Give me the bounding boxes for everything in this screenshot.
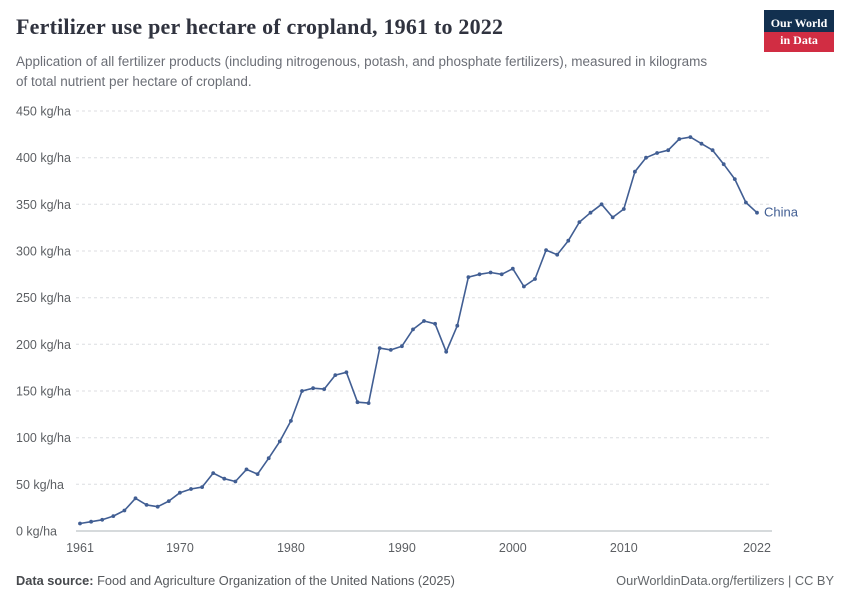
data-point: [633, 169, 637, 174]
data-point: [244, 467, 249, 472]
data-point: [289, 419, 293, 423]
chart-subtitle: Application of all fertilizer products (…: [16, 54, 708, 89]
data-point: [610, 215, 615, 220]
y-tick-label: 200 kg/ha: [16, 338, 71, 352]
data-point: [599, 202, 604, 207]
y-tick-label: 300 kg/ha: [16, 245, 71, 259]
data-point: [666, 148, 671, 153]
series-line-china: [79, 136, 758, 525]
data-point: [566, 238, 571, 243]
x-tick-label: 1970: [166, 541, 194, 555]
data-point: [577, 220, 582, 225]
data-point: [355, 400, 360, 405]
data-point: [178, 490, 182, 495]
data-point: [488, 270, 493, 275]
data-point: [688, 135, 693, 139]
data-point: [499, 272, 504, 277]
data-point: [311, 386, 315, 391]
chart-footer: Data source: Food and Agriculture Organi…: [16, 573, 834, 588]
data-point: [522, 284, 526, 289]
data-point: [155, 504, 160, 509]
y-tick-label: 50 kg/ha: [16, 478, 64, 492]
data-point: [644, 155, 648, 160]
x-tick-label: 1961: [66, 541, 94, 555]
x-tick-label: 1990: [388, 541, 416, 555]
data-point: [200, 485, 205, 489]
y-tick-label: 350 kg/ha: [16, 198, 71, 212]
data-point: [433, 321, 437, 326]
y-tick-label: 150 kg/ha: [16, 385, 71, 399]
data-point: [721, 162, 726, 167]
data-point: [755, 210, 759, 215]
data-point: [277, 439, 282, 444]
data-point: [222, 476, 227, 481]
data-point: [322, 387, 327, 391]
data-point: [233, 479, 238, 484]
data-point: [133, 496, 138, 501]
x-tick-label: 2000: [499, 541, 527, 555]
data-point: [411, 327, 415, 332]
y-tick-label: 100 kg/ha: [16, 431, 71, 445]
data-point: [400, 344, 404, 349]
owid-logo-line2: in Data: [764, 32, 834, 52]
data-point: [211, 471, 216, 475]
data-point: [588, 210, 593, 215]
data-point: [266, 456, 271, 461]
data-point: [732, 177, 737, 181]
data-point: [300, 389, 304, 393]
series-label-china[interactable]: China: [764, 205, 799, 220]
data-point: [699, 141, 704, 146]
owid-logo[interactable]: Our World in Data: [764, 10, 834, 52]
data-point: [388, 348, 393, 352]
line-chart[interactable]: 0 kg/ha 50 kg/ha 100 kg/ha 150 kg/ha 200 kg/…: [0, 92, 850, 570]
data-point: [710, 148, 715, 153]
data-point: [333, 373, 338, 377]
data-point: [544, 248, 548, 253]
data-point: [111, 514, 116, 518]
data-point: [377, 346, 382, 350]
data-point: [344, 370, 349, 375]
data-point: [677, 137, 682, 141]
data-point: [122, 508, 127, 513]
data-point: [455, 323, 460, 328]
data-point: [100, 517, 105, 522]
y-tick-label: 250 kg/ha: [16, 291, 71, 305]
data-point: [510, 266, 515, 271]
data-point: [466, 275, 471, 279]
data-point: [744, 200, 748, 205]
y-tick-label: 400 kg/ha: [16, 151, 71, 165]
x-tick-label: 2022: [743, 541, 771, 555]
data-source-label: Data source:: [16, 573, 94, 588]
data-point: [477, 272, 482, 277]
data-point: [422, 319, 426, 323]
data-point: [189, 487, 193, 491]
x-tick-label: 1980: [277, 541, 305, 555]
data-source-text: Food and Agriculture Organization of the…: [97, 573, 455, 588]
data-point: [89, 519, 93, 524]
data-point: [655, 151, 659, 155]
data-point: [255, 472, 260, 476]
data-point: [621, 207, 626, 211]
credit-link[interactable]: OurWorldinData.org/fertilizers | CC BY: [616, 573, 834, 588]
data-point: [144, 503, 149, 507]
y-tick-label: 450 kg/ha: [16, 105, 71, 119]
data-point: [166, 499, 171, 503]
owid-logo-line1: Our World: [770, 16, 828, 30]
data-point: [78, 521, 82, 526]
data-source: Data source: Food and Agriculture Organi…: [16, 573, 455, 588]
page-title: Fertilizer use per hectare of cropland, …: [16, 14, 504, 39]
x-tick-label: 2010: [610, 541, 638, 555]
data-point: [533, 277, 537, 281]
data-point: [555, 252, 560, 257]
data-point: [366, 401, 371, 405]
data-point: [444, 349, 449, 354]
y-tick-label: 0 kg/ha: [16, 525, 57, 539]
